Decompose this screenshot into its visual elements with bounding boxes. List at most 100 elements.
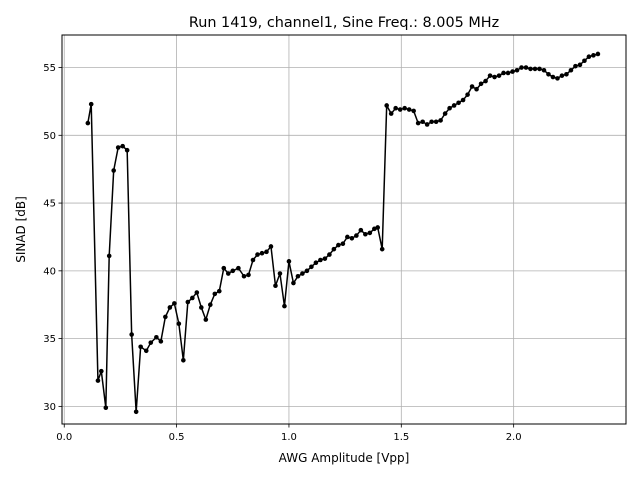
data-point bbox=[241, 273, 247, 279]
data-point bbox=[496, 73, 502, 78]
data-point bbox=[163, 314, 168, 320]
data-point bbox=[415, 120, 421, 126]
data-point bbox=[221, 265, 227, 271]
data-point bbox=[402, 105, 407, 111]
data-point bbox=[115, 145, 121, 150]
data-point bbox=[532, 66, 538, 72]
data-point bbox=[555, 76, 560, 81]
data-point bbox=[424, 122, 430, 127]
data-point bbox=[460, 97, 466, 103]
data-point bbox=[309, 264, 314, 270]
data-point bbox=[367, 230, 373, 236]
data-point bbox=[212, 291, 218, 297]
data-point bbox=[487, 73, 493, 78]
data-point bbox=[172, 301, 177, 306]
data-point bbox=[120, 143, 125, 149]
x-axis-ticks: 0.0 0.5 1.0 1.5 2.0 bbox=[56, 424, 522, 443]
data-point bbox=[225, 271, 231, 276]
data-point bbox=[295, 273, 301, 279]
data-point bbox=[483, 78, 488, 84]
data-point bbox=[451, 103, 457, 108]
data-point bbox=[143, 348, 149, 354]
data-point bbox=[550, 74, 556, 80]
data-point bbox=[447, 105, 452, 111]
data-point bbox=[103, 405, 109, 411]
y-tick-label: 50 bbox=[43, 131, 56, 142]
data-point bbox=[259, 250, 265, 256]
data-point bbox=[322, 256, 328, 261]
data-point bbox=[492, 74, 497, 80]
data-point bbox=[88, 101, 94, 107]
data-point bbox=[568, 67, 574, 73]
data-point bbox=[340, 241, 346, 247]
data-point bbox=[138, 344, 143, 350]
data-point bbox=[167, 305, 173, 310]
data-point bbox=[246, 272, 251, 278]
data-point bbox=[250, 257, 256, 263]
data-point bbox=[528, 66, 533, 72]
data-point bbox=[318, 257, 323, 263]
data-point bbox=[429, 119, 434, 125]
x-tick-label: 1.0 bbox=[281, 432, 297, 443]
y-tick-label: 35 bbox=[43, 334, 56, 345]
chart-title: Run 1419, channel1, Sine Freq.: 8.005 MH… bbox=[189, 15, 499, 31]
data-point bbox=[510, 69, 515, 74]
series-layer bbox=[85, 51, 601, 415]
data-point bbox=[133, 409, 139, 415]
data-point bbox=[291, 280, 296, 286]
y-axis-label: SINAD [dB] bbox=[14, 196, 28, 263]
y-tick-label: 30 bbox=[43, 402, 56, 413]
data-point bbox=[85, 120, 91, 126]
data-point bbox=[478, 81, 484, 87]
data-point bbox=[546, 72, 551, 77]
x-axis-label: AWG Amplitude [Vpp] bbox=[279, 451, 410, 465]
data-point bbox=[474, 86, 479, 92]
y-tick-label: 45 bbox=[43, 199, 56, 210]
x-tick-label: 0.5 bbox=[169, 432, 185, 443]
data-point bbox=[255, 252, 260, 257]
data-point bbox=[379, 246, 385, 252]
data-point bbox=[577, 62, 583, 68]
data-point bbox=[331, 246, 337, 252]
data-point bbox=[154, 334, 159, 340]
data-point bbox=[406, 107, 412, 112]
x-tick-label: 1.5 bbox=[393, 432, 409, 443]
data-point bbox=[230, 268, 236, 274]
data-point bbox=[465, 92, 470, 97]
data-point bbox=[111, 168, 116, 173]
data-point bbox=[349, 236, 355, 241]
data-point bbox=[582, 58, 587, 64]
data-point bbox=[537, 66, 542, 72]
data-point bbox=[397, 107, 403, 112]
data-point bbox=[236, 265, 241, 271]
data-point bbox=[438, 118, 443, 123]
data-point bbox=[559, 73, 565, 78]
data-point bbox=[442, 111, 448, 116]
data-point bbox=[514, 67, 520, 73]
data-point bbox=[190, 295, 195, 301]
data-point bbox=[300, 271, 305, 276]
data-point bbox=[586, 54, 592, 59]
data-point bbox=[264, 249, 269, 255]
data-point bbox=[388, 111, 394, 116]
data-point bbox=[176, 321, 182, 327]
data-point bbox=[411, 108, 416, 114]
x-tick-label: 0.0 bbox=[56, 432, 72, 443]
data-point bbox=[564, 72, 569, 77]
data-point bbox=[158, 339, 164, 344]
data-point bbox=[336, 242, 341, 248]
data-point bbox=[313, 260, 319, 266]
y-axis-ticks: 30 35 40 45 50 55 bbox=[43, 63, 62, 413]
data-point bbox=[106, 253, 112, 259]
x-tick-label: 2.0 bbox=[506, 432, 522, 443]
data-point bbox=[595, 51, 601, 57]
data-point bbox=[148, 340, 154, 345]
data-point bbox=[199, 305, 204, 310]
y-tick-label: 55 bbox=[43, 63, 56, 74]
data-point bbox=[95, 378, 101, 383]
y-tick-label: 40 bbox=[43, 266, 56, 277]
data-point bbox=[99, 368, 104, 374]
data-point bbox=[304, 268, 310, 274]
data-point bbox=[216, 288, 222, 294]
